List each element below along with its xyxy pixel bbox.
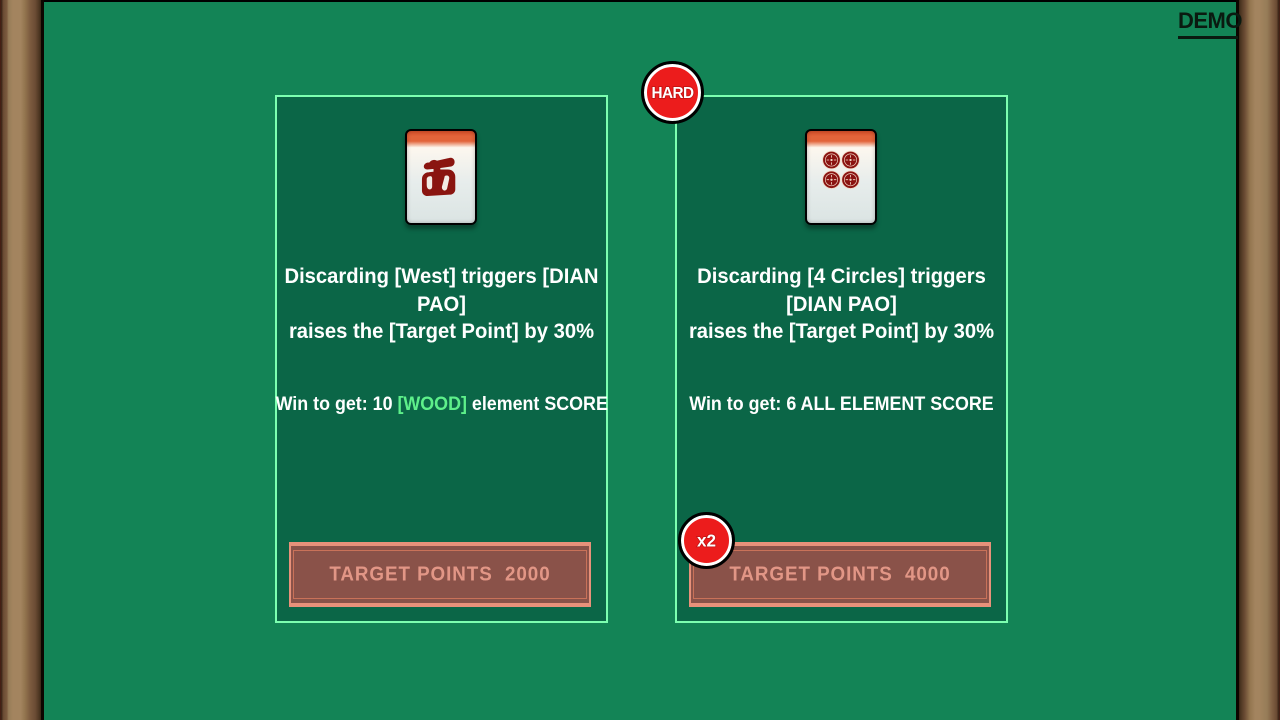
svg-text:x2: x2 — [697, 531, 716, 550]
svg-text:HARD: HARD — [651, 85, 694, 102]
